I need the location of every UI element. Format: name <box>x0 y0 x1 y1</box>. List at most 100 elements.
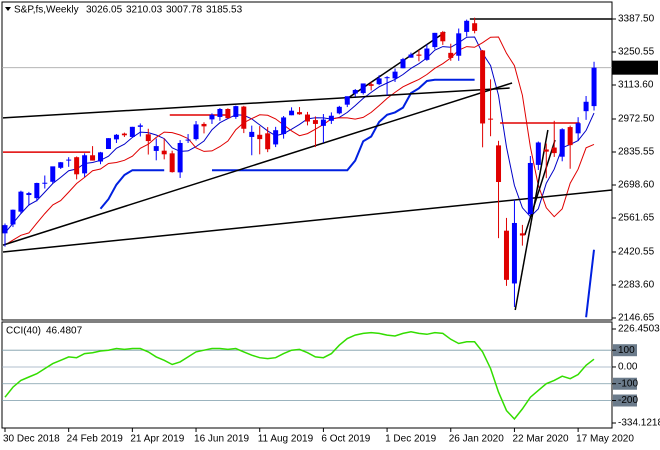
y-tick-label: 226.4503 <box>618 324 660 335</box>
candle-body <box>82 155 88 174</box>
x-tick-label: 11 Aug 2019 <box>258 434 314 445</box>
candle-body <box>129 126 135 137</box>
candle-body <box>74 157 80 175</box>
x-tick-label: 17 May 2020 <box>576 434 634 445</box>
main-plot <box>2 17 612 318</box>
chart-title: S&P,fs,Weekly <box>14 5 79 16</box>
candle-body <box>233 106 239 117</box>
x-tick-label: 26 Jan 2020 <box>449 434 504 445</box>
candle-body <box>241 106 247 129</box>
candle-body <box>145 134 151 142</box>
cci-title: CCI(40) <box>6 326 41 337</box>
x-tick-label: 30 Dec 2018 <box>3 434 60 445</box>
indicator-line <box>4 36 595 246</box>
y-tick-label: -334.1218 <box>618 418 660 429</box>
cci-plot <box>2 331 612 421</box>
candle-body <box>26 193 32 196</box>
candle-body <box>432 32 438 48</box>
candle-body <box>392 71 398 79</box>
candle-body <box>448 52 454 58</box>
header-icon <box>5 7 11 11</box>
candle-body <box>193 124 199 140</box>
candle-body <box>456 33 462 56</box>
candle-body <box>424 48 430 60</box>
candle-body <box>368 84 374 86</box>
candle-body <box>328 115 334 121</box>
candle-body <box>34 182 40 199</box>
candle-body <box>559 129 565 157</box>
trend-line <box>524 139 556 236</box>
candle-body <box>400 59 406 69</box>
candle-body <box>575 123 581 134</box>
trend-line <box>2 189 612 253</box>
candle-body <box>58 162 64 168</box>
candle-body <box>249 131 255 137</box>
candle-body <box>98 152 104 162</box>
candle-body <box>105 138 111 149</box>
candle-body <box>472 23 478 31</box>
candle-body <box>543 149 549 152</box>
main-panel <box>1 1 613 321</box>
y-tick-label: 2283.60 <box>618 280 655 291</box>
y-tick-label: -200 <box>618 395 638 406</box>
y-tick-label: 3387.50 <box>618 14 655 25</box>
candle-body <box>209 114 215 120</box>
y-tick-label: -100 <box>618 378 638 389</box>
candle-body <box>376 78 382 85</box>
y-tick-label: 3250.55 <box>618 47 655 58</box>
trend-line <box>2 82 513 246</box>
candle-body <box>90 155 96 161</box>
x-tick-label: 6 Oct 2019 <box>321 434 370 445</box>
candle-body <box>153 146 159 151</box>
candle-body <box>281 117 287 135</box>
candle-body <box>66 159 72 161</box>
candle-body <box>2 225 8 234</box>
candle-body <box>217 109 223 117</box>
candle-body <box>408 54 414 58</box>
x-tick-label: 24 Feb 2019 <box>67 434 124 445</box>
y-tick-label: 0.00 <box>618 362 638 373</box>
cci-panel <box>1 321 613 429</box>
candle-body <box>535 142 541 165</box>
candle-body <box>50 166 56 182</box>
candle-body <box>416 54 422 56</box>
candle-body <box>201 123 207 127</box>
candle-body <box>519 233 525 236</box>
candle-body <box>336 106 342 114</box>
trend-line <box>2 87 510 119</box>
candle-body <box>344 96 350 105</box>
level-label-box <box>613 377 637 390</box>
candle-body <box>503 230 509 280</box>
indicator-line <box>99 78 595 318</box>
candle-body <box>360 83 366 94</box>
cci-current: 46.4807 <box>46 326 83 337</box>
candle-body <box>583 101 589 112</box>
price-box <box>612 60 658 75</box>
y-tick-label: 2698.60 <box>618 180 655 191</box>
candle-body <box>10 209 16 225</box>
x-tick-label: 1 Dec 2019 <box>385 434 437 445</box>
level-label-box <box>613 394 637 407</box>
y-tick-label: 100 <box>618 345 635 356</box>
candle-body <box>297 112 303 115</box>
candle-body <box>352 89 358 94</box>
candle-body <box>551 147 557 154</box>
header-open: 3026.05 <box>86 5 123 16</box>
candle-body <box>464 20 470 32</box>
candle-body <box>440 32 446 42</box>
candle-body <box>567 127 573 146</box>
candle-body <box>591 67 597 107</box>
candle-body <box>304 114 310 122</box>
header-high: 3210.03 <box>126 5 163 16</box>
x-tick-label: 22 Mar 2020 <box>512 434 569 445</box>
candle-body <box>312 120 318 124</box>
header-close: 3185.53 <box>206 5 243 16</box>
candle-body <box>137 125 143 127</box>
y-tick-label: 2420.55 <box>618 247 655 258</box>
indicator-line <box>4 36 595 234</box>
candle-body <box>496 145 502 183</box>
y-tick-label: 2561.65 <box>618 213 655 224</box>
